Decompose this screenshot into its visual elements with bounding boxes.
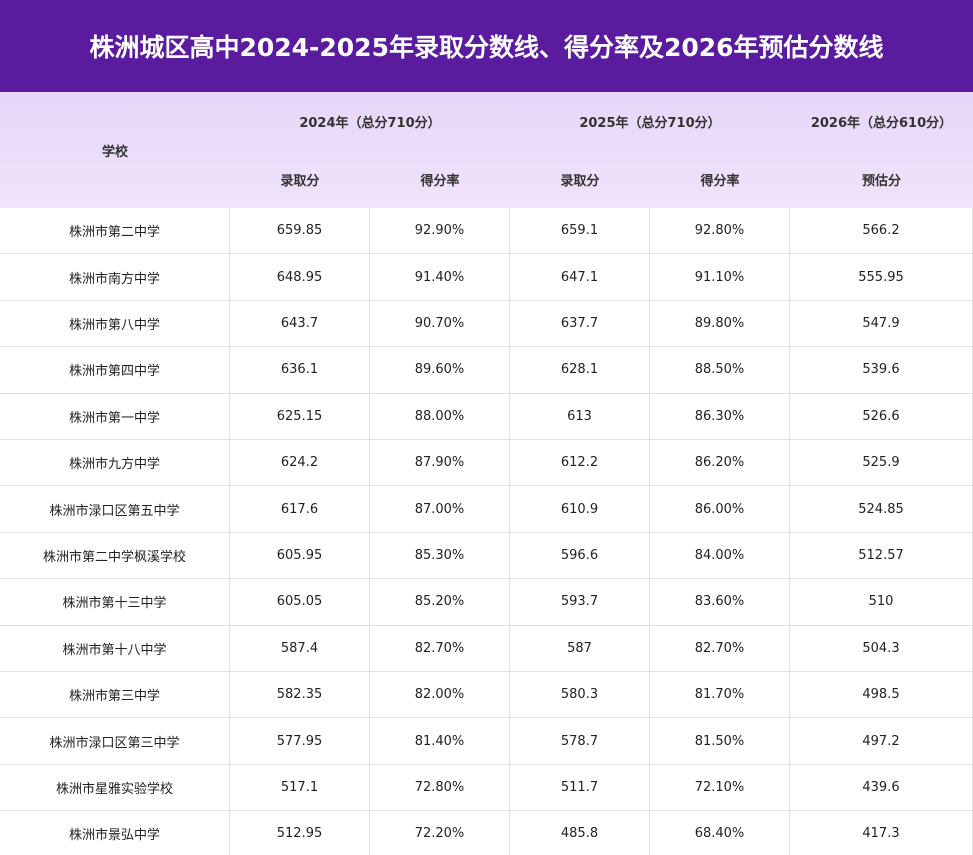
table-cell: 417.3 [790,811,973,855]
table-cell: 578.7 [510,718,650,765]
title: 株洲城区高中2024-2025年录取分数线、得分率及2026年预估分数线 [0,0,973,92]
table-cell: 72.20% [370,811,510,855]
column-header: 预估分 [861,173,901,189]
table-cell: 577.95 [230,718,370,765]
table-cell: 82.70% [370,625,510,672]
table-cell: 85.20% [370,579,510,626]
table-cell: 582.35 [230,672,370,719]
table-cell: 524.85 [790,486,973,533]
table-cell: 81.40% [370,718,510,765]
column-header: 得分率 [700,173,740,189]
table-cell: 86.30% [650,393,790,440]
table-cell: 株洲市第八中学 [0,300,230,348]
table-cell: 605.95 [230,532,370,580]
table-cell: 株洲市景弘中学 [0,811,230,855]
table-cell: 612.2 [510,440,650,487]
table-cell: 587 [510,625,650,672]
table-cell: 647.1 [510,254,650,301]
table-cell: 株洲市渌口区第三中学 [0,718,230,765]
table-cell: 89.60% [370,347,510,394]
group-header: 2024年（总分710分） [299,115,441,131]
table-cell: 587.4 [230,625,370,672]
table-cell: 643.7 [230,300,370,348]
table-cell: 株洲市南方中学 [0,254,230,301]
table-cell: 72.10% [650,764,790,812]
table-cell: 512.57 [790,532,973,580]
table-cell: 92.80% [650,208,790,255]
table-cell: 510 [790,579,973,626]
table-cell: 566.2 [790,208,973,255]
table-cell: 628.1 [510,347,650,394]
group-header: 2025年（总分710分） [579,115,721,131]
table-cell: 525.9 [790,440,973,487]
table-cell: 613 [510,393,650,440]
table-cell: 株洲市第三中学 [0,672,230,719]
table-cell: 84.00% [650,532,790,580]
table-cell: 株洲市第二中学枫溪学校 [0,532,230,580]
table-cell: 85.30% [370,532,510,580]
table-cell: 株洲市第十八中学 [0,625,230,672]
table-cell: 610.9 [510,486,650,533]
table-cell: 504.3 [790,625,973,672]
table-cell: 596.6 [510,532,650,580]
table-cell: 88.00% [370,393,510,440]
table-cell: 526.6 [790,393,973,440]
table-cell: 617.6 [230,486,370,533]
table-cell: 625.15 [230,393,370,440]
table-cell: 659.85 [230,208,370,255]
table-cell: 648.95 [230,254,370,301]
table-cell: 485.8 [510,811,650,855]
table-cell: 株洲市第四中学 [0,347,230,394]
table-cell: 637.7 [510,300,650,348]
group-header: 2026年（总分610分） [810,115,953,131]
table-cell: 株洲市星雅实验学校 [0,764,230,812]
table-cell: 659.1 [510,208,650,255]
table-cell: 539.6 [790,347,973,394]
table-cell: 87.90% [370,440,510,487]
table-cell: 82.70% [650,625,790,672]
table-cell: 547.9 [790,300,973,348]
table-cell: 88.50% [650,347,790,394]
table-cell: 86.00% [650,486,790,533]
table-cell: 580.3 [510,672,650,719]
table-cell: 497.2 [790,718,973,765]
table-cell: 92.90% [370,208,510,255]
table-cell: 81.70% [650,672,790,719]
table-cell: 636.1 [230,347,370,394]
column-header: 录取分 [560,173,600,189]
table-cell: 株洲市第十三中学 [0,579,230,626]
table-cell: 83.60% [650,579,790,626]
table-cell: 68.40% [650,811,790,855]
table-cell: 91.40% [370,254,510,301]
table-cell: 517.1 [230,764,370,812]
table-cell: 株洲市第二中学 [0,208,230,255]
table-cell: 555.95 [790,254,973,301]
table-cell: 株洲市渌口区第五中学 [0,486,230,533]
table-cell: 株洲市第一中学 [0,393,230,440]
table-cell: 624.2 [230,440,370,487]
table-cell: 82.00% [370,672,510,719]
table-cell: 511.7 [510,764,650,812]
header-cell: 学校 [101,144,128,160]
table-cell: 87.00% [370,486,510,533]
table-cell: 91.10% [650,254,790,301]
table-cell: 605.05 [230,579,370,626]
table-cell: 90.70% [370,300,510,348]
table-cell: 株洲市九方中学 [0,440,230,487]
table-cell: 593.7 [510,579,650,626]
column-header: 得分率 [420,173,460,189]
table-cell: 81.50% [650,718,790,765]
table-cell: 512.95 [230,811,370,855]
header [0,92,973,208]
table-cell: 89.80% [650,300,790,348]
table-cell: 72.80% [370,764,510,812]
table-cell: 439.6 [790,764,973,812]
table-cell: 498.5 [790,672,973,719]
table-cell: 86.20% [650,440,790,487]
column-header: 录取分 [280,173,320,189]
